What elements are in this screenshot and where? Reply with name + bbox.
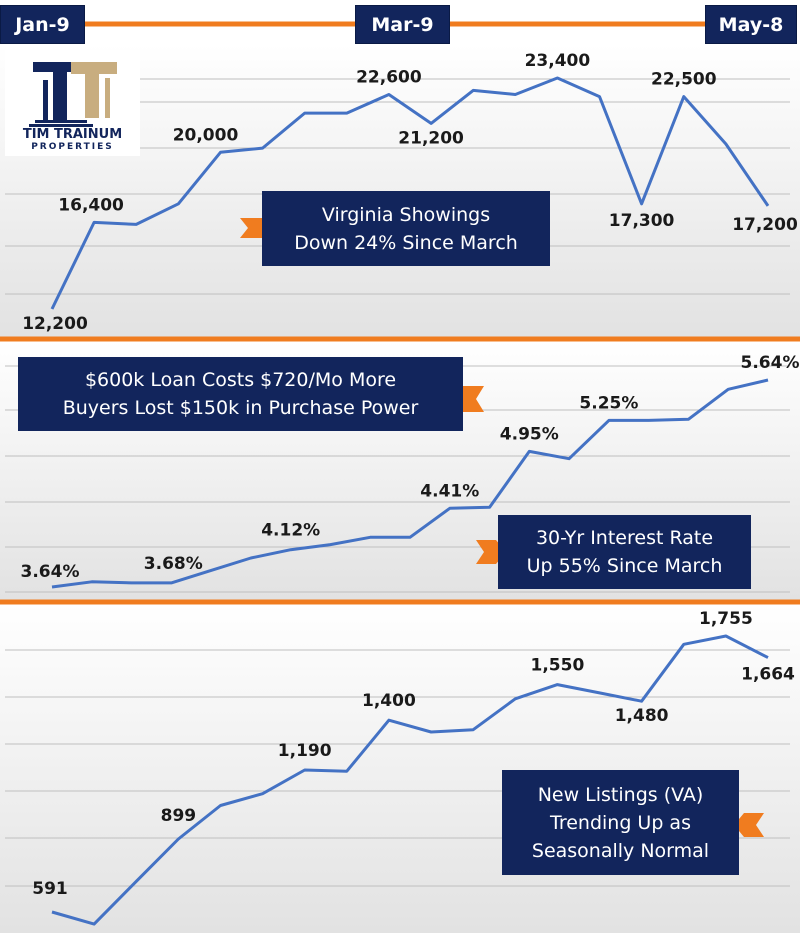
data-label-new-listings-2: 1,190 (278, 741, 332, 761)
callout-purchase-line2: Buyers Lost $150k in Purchase Power (62, 397, 419, 419)
data-label-new-listings-1: 899 (161, 806, 197, 826)
data-label-new-listings-3: 1,400 (362, 691, 416, 711)
data-label-new-listings-7: 1,664 (741, 665, 795, 685)
data-label-showings-4: 21,200 (398, 128, 464, 148)
arrow-listings-icon (734, 813, 764, 837)
data-label-new-listings-6: 1,755 (699, 609, 753, 629)
data-label-showings-2: 20,000 (173, 125, 239, 145)
data-label-new-listings-4: 1,550 (531, 656, 585, 676)
data-label-new-listings-5: 1,480 (615, 706, 669, 726)
data-label-interest-rate-3: 4.41% (420, 481, 479, 501)
data-label-showings-8: 17,200 (732, 215, 798, 235)
date-start: Jan-9 (0, 5, 85, 44)
company-logo: TIM TRAINUM PROPERTIES (5, 50, 140, 156)
callout-showings-line2: Down 24% Since March (294, 231, 518, 254)
date-end: May-8 (705, 5, 797, 44)
data-label-showings-1: 16,400 (58, 195, 124, 215)
data-label-interest-rate-4: 4.95% (500, 424, 559, 444)
data-label-interest-rate-0: 3.64% (21, 562, 80, 582)
callout-showings-line1: Virginia Showings (321, 203, 491, 226)
callout-listings-line3: Seasonally Normal (531, 839, 710, 862)
data-label-interest-rate-1: 3.68% (144, 554, 203, 574)
logo-line1: TIM TRAINUM (22, 127, 123, 142)
data-label-showings-6: 17,300 (609, 211, 675, 231)
series-line-new-listings (51, 634, 769, 926)
callout-interest-rate: 30-Yr Interest Rate Up 55% Since March (498, 515, 751, 589)
date-mid: Mar-9 (355, 5, 450, 44)
callout-listings-line2: Trending Up as (550, 811, 691, 834)
series-line-interest-rate (51, 378, 769, 589)
data-label-interest-rate-2: 4.12% (261, 521, 320, 541)
callout-rate-line2: Up 55% Since March (526, 555, 723, 577)
data-label-showings-0: 12,200 (22, 314, 88, 334)
callout-new-listings: New Listings (VA) Trending Up as Seasona… (502, 770, 739, 875)
panel-listings-bg (0, 604, 800, 933)
logo-mark-icon (29, 62, 117, 127)
callout-purchase-power: $600k Loan Costs $720/Mo More Buyers Los… (18, 357, 463, 431)
callout-listings-line1: New Listings (VA) (537, 783, 704, 806)
data-label-showings-3: 22,600 (356, 68, 422, 88)
data-label-showings-5: 23,400 (525, 51, 591, 71)
data-label-new-listings-0: 591 (32, 879, 68, 899)
data-label-interest-rate-5: 5.25% (579, 393, 638, 413)
data-label-showings-7: 22,500 (651, 70, 717, 90)
callout-showings: Virginia Showings Down 24% Since March (262, 191, 550, 266)
series-line-showings (50, 76, 770, 310)
data-label-interest-rate-6: 5.64% (741, 353, 800, 373)
callout-rate-line1: 30-Yr Interest Rate (535, 527, 714, 549)
logo-line2: PROPERTIES (31, 142, 114, 152)
callout-purchase-line1: $600k Loan Costs $720/Mo More (84, 369, 397, 391)
